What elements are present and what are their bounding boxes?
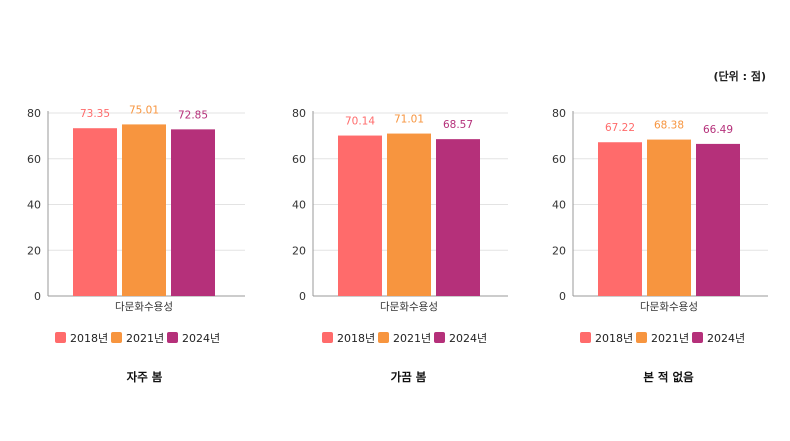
bar bbox=[122, 124, 166, 296]
y-tick-label: 0 bbox=[559, 290, 566, 303]
legend-swatch bbox=[580, 332, 591, 343]
data-label: 67.22 bbox=[605, 122, 635, 134]
chart-title: 가끔 봄 bbox=[391, 370, 427, 384]
bar bbox=[696, 143, 740, 296]
legend-label: 2021년 bbox=[393, 332, 431, 345]
legend-label: 2024년 bbox=[182, 332, 220, 345]
legend-swatch bbox=[55, 332, 66, 343]
x-category-label: 다문화수용성 bbox=[115, 301, 173, 313]
chart-title: 본 적 없음 bbox=[643, 370, 694, 384]
x-category-label: 다문화수용성 bbox=[380, 301, 438, 313]
legend-swatch bbox=[636, 332, 647, 343]
legend-label: 2021년 bbox=[126, 332, 164, 345]
data-label: 73.35 bbox=[80, 108, 110, 120]
y-tick-label: 0 bbox=[34, 290, 41, 303]
legend-label: 2024년 bbox=[449, 332, 487, 345]
y-tick-label: 40 bbox=[292, 199, 306, 212]
legend-swatch bbox=[378, 332, 389, 343]
bar bbox=[387, 133, 431, 296]
y-tick-label: 20 bbox=[552, 244, 566, 257]
y-tick-label: 0 bbox=[299, 290, 306, 303]
y-tick-label: 80 bbox=[27, 107, 41, 120]
legend-label: 2021년 bbox=[651, 332, 689, 345]
data-label: 68.57 bbox=[443, 119, 473, 131]
y-tick-label: 20 bbox=[27, 244, 41, 257]
y-tick-label: 40 bbox=[27, 199, 41, 212]
data-label: 75.01 bbox=[129, 104, 159, 116]
y-tick-label: 60 bbox=[552, 153, 566, 166]
legend-swatch bbox=[111, 332, 122, 343]
legend-label: 2018년 bbox=[70, 332, 108, 345]
y-tick-label: 80 bbox=[292, 107, 306, 120]
y-tick-label: 20 bbox=[292, 244, 306, 257]
data-label: 68.38 bbox=[654, 120, 684, 132]
data-label: 71.01 bbox=[394, 114, 424, 126]
x-category-label: 다문화수용성 bbox=[640, 301, 698, 313]
data-label: 66.49 bbox=[703, 124, 733, 136]
bar bbox=[598, 142, 642, 296]
y-tick-label: 60 bbox=[27, 153, 41, 166]
legend-swatch bbox=[692, 332, 703, 343]
legend-swatch bbox=[322, 332, 333, 343]
y-tick-label: 40 bbox=[552, 199, 566, 212]
bar bbox=[647, 139, 691, 296]
unit-label: (단위 : 점) bbox=[713, 70, 766, 83]
bar bbox=[338, 135, 382, 296]
legend-label: 2018년 bbox=[337, 332, 375, 345]
bar bbox=[73, 128, 117, 296]
data-label: 70.14 bbox=[345, 116, 375, 128]
legend-label: 2024년 bbox=[707, 332, 745, 345]
data-label: 72.85 bbox=[178, 109, 208, 121]
chart-title: 자주 봄 bbox=[127, 370, 163, 384]
legend-swatch bbox=[434, 332, 445, 343]
legend-swatch bbox=[167, 332, 178, 343]
y-tick-label: 60 bbox=[292, 153, 306, 166]
bar bbox=[171, 129, 215, 296]
bar bbox=[436, 139, 480, 296]
legend-label: 2018년 bbox=[595, 332, 633, 345]
y-tick-label: 80 bbox=[552, 107, 566, 120]
